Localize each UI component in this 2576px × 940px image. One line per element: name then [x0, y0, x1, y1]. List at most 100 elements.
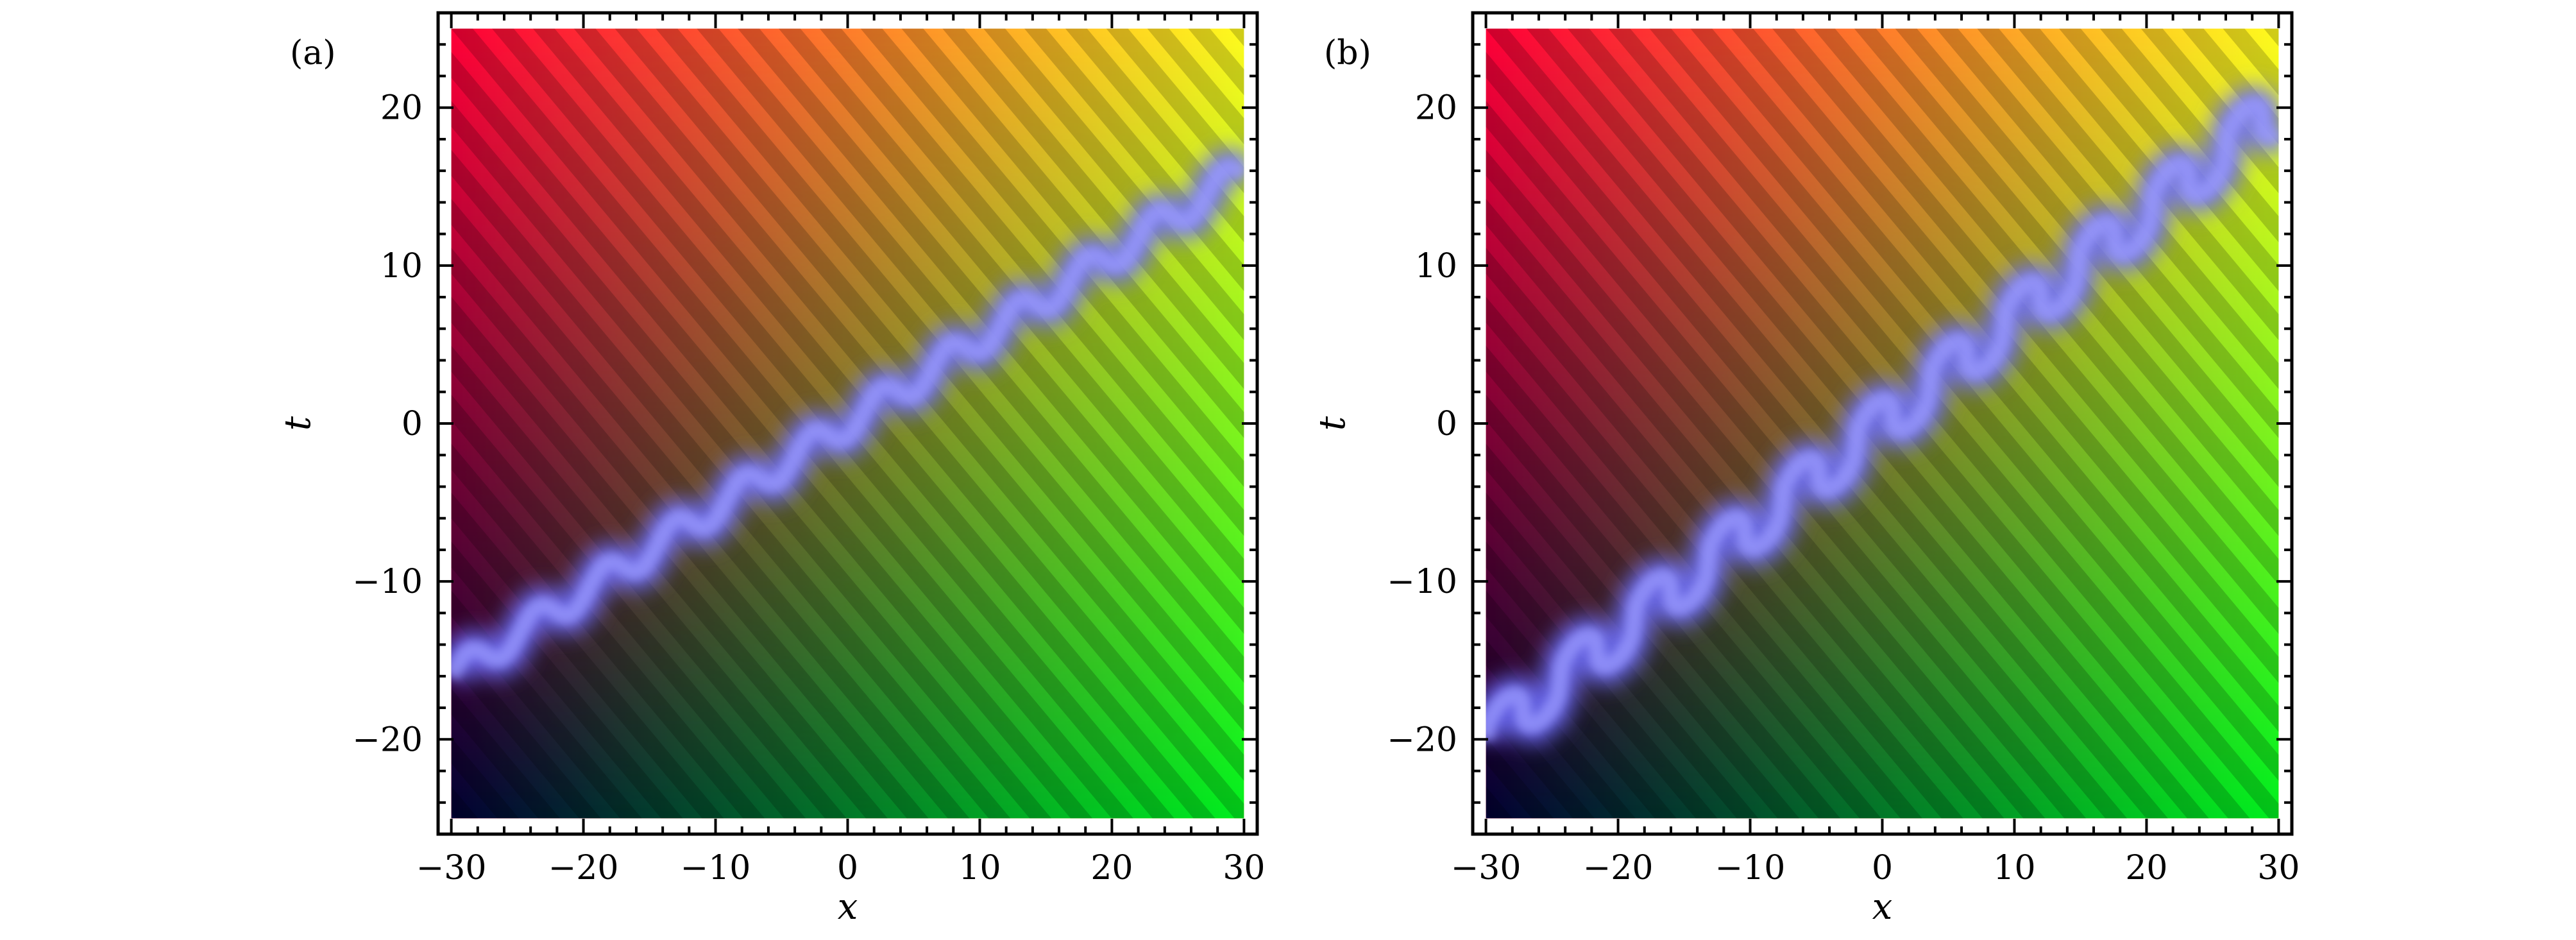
x-axis-label: x	[1872, 886, 1893, 928]
x-tick-label: 10	[1993, 849, 2035, 887]
y-tick-label: 20	[1415, 89, 1457, 128]
stripe	[983, 28, 1244, 341]
stripe	[738, 28, 1244, 634]
y-tick-labels: −20 −10 0 10 20	[352, 89, 423, 760]
x-tick-label: −20	[548, 849, 619, 887]
stripe	[656, 28, 1244, 732]
stripe	[573, 28, 1244, 819]
stripe	[1486, 639, 1636, 819]
stripe	[819, 28, 1244, 536]
stripe	[1486, 150, 2046, 819]
stripe	[942, 28, 1244, 389]
soliton-trace	[1486, 85, 2279, 744]
stripe	[451, 296, 888, 819]
stripe	[451, 590, 642, 819]
stripe	[2250, 0, 2576, 897]
stripe	[1486, 590, 1677, 819]
stripe	[451, 28, 1133, 819]
stripe	[1486, 101, 2087, 819]
x-tick-label: 0	[837, 849, 858, 887]
x-tick-label: −20	[1583, 849, 1654, 887]
x-tick-label: −30	[1451, 849, 1521, 887]
stripe	[778, 28, 1244, 585]
y-tick-label: 10	[1415, 247, 1457, 286]
stripe	[1486, 395, 1841, 819]
y-tick-label: −10	[352, 563, 423, 601]
x-tick-label: −10	[681, 849, 751, 887]
stripe	[451, 51, 1093, 819]
stripe	[0, 0, 492, 897]
stripe	[0, 0, 452, 897]
x-tick-label: −10	[1715, 849, 1786, 887]
stripe	[1486, 248, 1963, 819]
stripe	[1977, 28, 2279, 389]
stripe	[1106, 28, 1244, 194]
stripe	[697, 28, 1244, 683]
x-tick-label: 30	[2257, 849, 2300, 887]
stripe	[1486, 296, 1922, 819]
y-axis-label: t	[277, 416, 319, 431]
stripe	[451, 345, 847, 819]
stripe	[451, 395, 806, 819]
soliton-core	[451, 159, 1244, 680]
x-tick-label: −30	[416, 849, 487, 887]
stripe	[451, 443, 765, 819]
stripe	[1486, 492, 1759, 819]
panel-a: (a) −30 −20 −10 0 10 20 30 −20 −10 0 10 20 x t	[0, 0, 1266, 928]
stripe	[1486, 51, 2128, 819]
stripe	[451, 150, 1011, 819]
x-tick-labels: −30 −20 −10 0 10 20 30	[416, 849, 1266, 887]
y-tick-label: 10	[380, 247, 423, 286]
axis-ticks	[438, 12, 1257, 835]
stripe	[1690, 28, 2279, 732]
y-tick-label: −20	[1387, 721, 1457, 759]
stripe	[614, 28, 1244, 781]
x-tick-labels: −30 −20 −10 0 10 20 30	[1451, 849, 2300, 887]
stripe	[1895, 28, 2279, 488]
x-tick-label: 0	[1872, 849, 1893, 887]
stripe-pattern	[0, 0, 1244, 897]
stripe	[860, 28, 1244, 488]
stripe	[451, 688, 560, 819]
y-tick-label: −20	[352, 721, 423, 759]
soliton-trace	[451, 148, 1244, 686]
stripe	[1486, 198, 2004, 819]
stripe	[1065, 28, 1244, 243]
stripe	[451, 198, 970, 819]
stripe	[1772, 28, 2279, 634]
stripe	[2059, 28, 2279, 291]
y-tick-label: −10	[1387, 563, 1457, 601]
stripe	[1854, 28, 2279, 536]
stripe	[1486, 542, 1718, 819]
stripe	[451, 101, 1052, 819]
stripe	[1486, 345, 1881, 819]
stripe	[451, 492, 724, 819]
panel-label: (a)	[290, 34, 336, 73]
panel-label: (b)	[1324, 34, 1371, 73]
stripe	[2140, 28, 2279, 194]
x-axis-label: x	[838, 886, 858, 928]
panel-b: (b) −30 −20 −10 0 10 20 30 −20 −10 0 10 20 x t	[1312, 0, 2576, 928]
stripe	[1147, 28, 1244, 144]
soliton-core	[1486, 96, 2279, 740]
stripe	[1486, 443, 1800, 819]
x-tick-label: 10	[958, 849, 1001, 887]
stripe	[1608, 28, 2279, 819]
x-tick-label: 20	[1090, 849, 1133, 887]
x-tick-label: 20	[2125, 849, 2167, 887]
x-tick-label: 30	[1223, 849, 1265, 887]
stripe	[1731, 28, 2279, 683]
stripe	[1813, 28, 2279, 585]
stripe	[451, 248, 929, 819]
stripe	[2018, 28, 2279, 341]
y-tick-label: 0	[1436, 405, 1457, 443]
y-tick-label: 0	[402, 405, 423, 443]
y-tick-labels: −20 −10 0 10 20	[1387, 89, 1457, 760]
stripe	[2099, 28, 2279, 243]
axis-ticks	[1473, 12, 2292, 835]
y-tick-label: 20	[380, 89, 423, 128]
stripe	[1486, 28, 2168, 819]
stripe	[451, 639, 601, 819]
stripe	[451, 542, 683, 819]
